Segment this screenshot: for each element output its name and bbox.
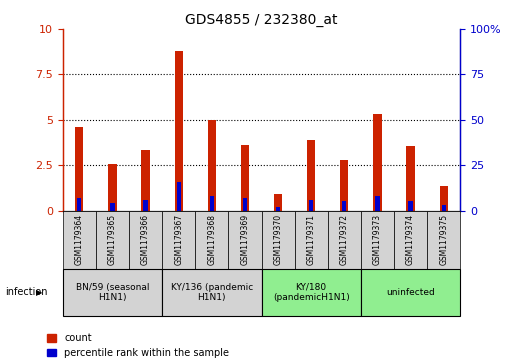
Bar [276,207,280,211]
Text: KY/180
(pandemicH1N1): KY/180 (pandemicH1N1) [273,282,349,302]
Bar [439,186,448,211]
Text: KY/136 (pandemic
H1N1): KY/136 (pandemic H1N1) [170,282,253,302]
Bar [175,51,183,211]
Text: GSM1179369: GSM1179369 [241,214,249,265]
Bar [406,146,415,211]
Bar [210,196,214,211]
Text: GSM1179372: GSM1179372 [340,214,349,265]
Bar [342,201,346,211]
Text: GSM1179374: GSM1179374 [406,214,415,265]
Text: uninfected: uninfected [386,288,435,297]
Text: GSM1179375: GSM1179375 [439,214,448,265]
Text: GSM1179366: GSM1179366 [141,214,150,265]
Bar [340,160,348,211]
Bar [177,182,181,211]
Legend: count, percentile rank within the sample: count, percentile rank within the sample [47,333,229,358]
Title: GDS4855 / 232380_at: GDS4855 / 232380_at [185,13,338,26]
Text: GSM1179370: GSM1179370 [274,214,282,265]
Text: ▶: ▶ [36,288,42,297]
Text: GSM1179373: GSM1179373 [373,214,382,265]
Bar [110,203,115,211]
Bar [108,164,117,211]
Bar [408,201,413,211]
Bar [373,114,382,211]
Text: GSM1179365: GSM1179365 [108,214,117,265]
Bar [241,145,249,211]
Bar [274,194,282,211]
Text: GSM1179367: GSM1179367 [174,214,183,265]
Bar [309,200,313,211]
Bar [143,200,147,211]
Text: GSM1179364: GSM1179364 [75,214,84,265]
Bar [77,198,82,211]
Bar [441,205,446,211]
Bar [307,140,315,211]
Bar [141,150,150,211]
Bar [243,198,247,211]
Text: GSM1179371: GSM1179371 [306,214,316,265]
Text: infection: infection [5,287,48,297]
Text: BN/59 (seasonal
H1N1): BN/59 (seasonal H1N1) [76,282,149,302]
Bar [75,127,84,211]
Bar [208,120,216,211]
Bar [376,196,380,211]
Text: GSM1179368: GSM1179368 [207,214,217,265]
